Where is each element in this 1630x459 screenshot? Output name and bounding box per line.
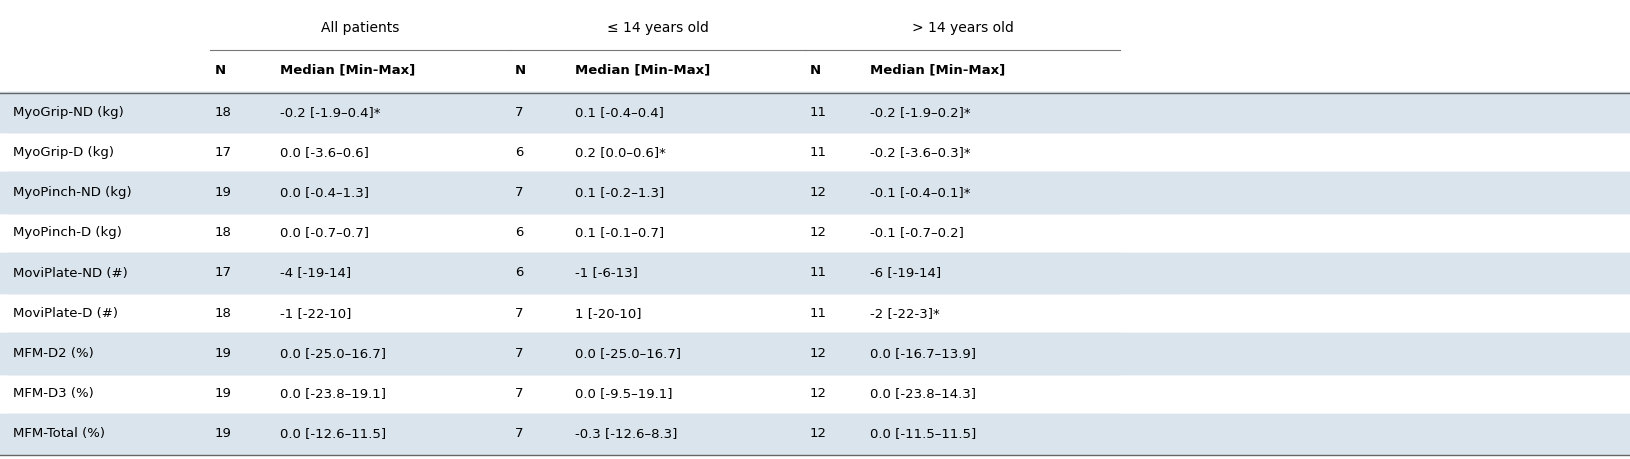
Text: -1 [-6-13]: -1 [-6-13] — [575, 267, 637, 280]
Bar — [0, 333, 1630, 374]
Bar — [8, 92, 1120, 132]
Bar — [0, 173, 1630, 213]
Text: 6: 6 — [515, 146, 523, 159]
Text: 0.0 [-16.7–13.9]: 0.0 [-16.7–13.9] — [870, 347, 976, 360]
Text: > 14 years old: > 14 years old — [911, 21, 1014, 35]
Text: 19: 19 — [215, 347, 231, 360]
Text: N: N — [215, 63, 227, 77]
Bar — [8, 173, 1120, 213]
Text: 18: 18 — [215, 106, 231, 118]
Text: 0.0 [-9.5–19.1]: 0.0 [-9.5–19.1] — [575, 387, 673, 400]
Text: 0.0 [-25.0–16.7]: 0.0 [-25.0–16.7] — [280, 347, 386, 360]
Text: 0.0 [-23.8–14.3]: 0.0 [-23.8–14.3] — [870, 387, 976, 400]
Text: Median [Min-Max]: Median [Min-Max] — [870, 63, 1006, 77]
Bar — [0, 92, 1630, 132]
Text: 11: 11 — [810, 307, 826, 320]
Text: 0.0 [-23.8–19.1]: 0.0 [-23.8–19.1] — [280, 387, 386, 400]
Text: -0.2 [-3.6–0.3]*: -0.2 [-3.6–0.3]* — [870, 146, 970, 159]
Text: 7: 7 — [515, 427, 523, 440]
Bar — [8, 253, 1120, 293]
Text: MFM-Total (%): MFM-Total (%) — [13, 427, 104, 440]
Text: -0.1 [-0.7–0.2]: -0.1 [-0.7–0.2] — [870, 226, 963, 239]
Bar — [0, 414, 1630, 454]
Text: -1 [-22-10]: -1 [-22-10] — [280, 307, 352, 320]
Text: 0.1 [-0.2–1.3]: 0.1 [-0.2–1.3] — [575, 186, 665, 199]
Text: 17: 17 — [215, 146, 231, 159]
Text: -6 [-19-14]: -6 [-19-14] — [870, 267, 941, 280]
Text: -4 [-19-14]: -4 [-19-14] — [280, 267, 350, 280]
Text: 1 [-20-10]: 1 [-20-10] — [575, 307, 642, 320]
Text: 0.2 [0.0–0.6]*: 0.2 [0.0–0.6]* — [575, 146, 667, 159]
Text: MyoPinch-ND (kg): MyoPinch-ND (kg) — [13, 186, 132, 199]
Text: 7: 7 — [515, 106, 523, 118]
Text: 0.0 [-0.7–0.7]: 0.0 [-0.7–0.7] — [280, 226, 368, 239]
Text: 19: 19 — [215, 186, 231, 199]
Text: ≤ 14 years old: ≤ 14 years old — [606, 21, 709, 35]
Text: MyoGrip-ND (kg): MyoGrip-ND (kg) — [13, 106, 124, 118]
Text: N: N — [810, 63, 822, 77]
Text: 6: 6 — [515, 267, 523, 280]
Text: 12: 12 — [810, 186, 826, 199]
Bar — [8, 414, 1120, 454]
Text: 11: 11 — [810, 106, 826, 118]
Text: 0.1 [-0.1–0.7]: 0.1 [-0.1–0.7] — [575, 226, 663, 239]
Bar — [0, 173, 1630, 213]
Text: 12: 12 — [810, 226, 826, 239]
Bar — [8, 333, 1120, 374]
Text: 0.0 [-12.6–11.5]: 0.0 [-12.6–11.5] — [280, 427, 386, 440]
Text: 19: 19 — [215, 387, 231, 400]
Text: -0.1 [-0.4–0.1]*: -0.1 [-0.4–0.1]* — [870, 186, 970, 199]
Text: -0.2 [-1.9–0.2]*: -0.2 [-1.9–0.2]* — [870, 106, 970, 118]
Text: -2 [-22-3]*: -2 [-22-3]* — [870, 307, 941, 320]
Bar — [0, 92, 1630, 132]
Text: 18: 18 — [215, 307, 231, 320]
Bar — [0, 414, 1630, 454]
Text: 7: 7 — [515, 347, 523, 360]
Text: 7: 7 — [515, 387, 523, 400]
Text: 0.0 [-0.4–1.3]: 0.0 [-0.4–1.3] — [280, 186, 368, 199]
Text: 12: 12 — [810, 387, 826, 400]
Text: 18: 18 — [215, 226, 231, 239]
Bar — [0, 253, 1630, 293]
Text: 6: 6 — [515, 226, 523, 239]
Text: 17: 17 — [215, 267, 231, 280]
Text: MoviPlate-ND (#): MoviPlate-ND (#) — [13, 267, 127, 280]
Text: Median [Min-Max]: Median [Min-Max] — [280, 63, 416, 77]
Text: 0.0 [-3.6–0.6]: 0.0 [-3.6–0.6] — [280, 146, 368, 159]
Text: 11: 11 — [810, 146, 826, 159]
Text: 7: 7 — [515, 307, 523, 320]
Text: 0.0 [-25.0–16.7]: 0.0 [-25.0–16.7] — [575, 347, 681, 360]
Text: 11: 11 — [810, 267, 826, 280]
Text: -0.3 [-12.6–8.3]: -0.3 [-12.6–8.3] — [575, 427, 678, 440]
Text: All patients: All patients — [321, 21, 399, 35]
Text: MFM-D2 (%): MFM-D2 (%) — [13, 347, 95, 360]
Text: Median [Min-Max]: Median [Min-Max] — [575, 63, 711, 77]
Text: 0.1 [-0.4–0.4]: 0.1 [-0.4–0.4] — [575, 106, 663, 118]
Text: MFM-D3 (%): MFM-D3 (%) — [13, 387, 95, 400]
Text: MyoPinch-D (kg): MyoPinch-D (kg) — [13, 226, 122, 239]
Text: 12: 12 — [810, 427, 826, 440]
Bar — [0, 253, 1630, 293]
Text: MoviPlate-D (#): MoviPlate-D (#) — [13, 307, 117, 320]
Text: 12: 12 — [810, 347, 826, 360]
Text: MyoGrip-D (kg): MyoGrip-D (kg) — [13, 146, 114, 159]
Text: 0.0 [-11.5–11.5]: 0.0 [-11.5–11.5] — [870, 427, 976, 440]
Text: 19: 19 — [215, 427, 231, 440]
Bar — [0, 333, 1630, 374]
Text: -0.2 [-1.9–0.4]*: -0.2 [-1.9–0.4]* — [280, 106, 380, 118]
Text: 7: 7 — [515, 186, 523, 199]
Text: N: N — [515, 63, 526, 77]
